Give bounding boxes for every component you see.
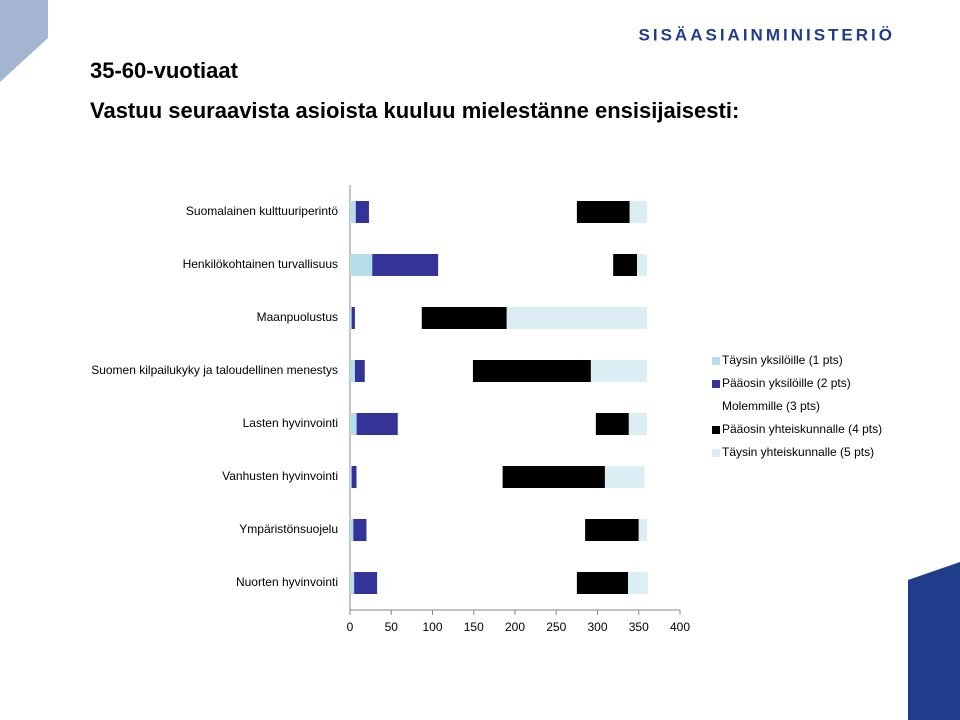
logo: SISÄASIAINMINISTERIÖ [639,25,895,44]
bar-segment [638,519,647,541]
bar-segment [472,360,591,382]
bar-segment [354,307,422,329]
decoration [0,0,48,82]
bar-segment [368,201,577,223]
bar-segment [590,360,647,382]
bar-segment [350,413,357,435]
bar-segment [629,201,647,223]
x-tick-label: 100 [422,620,442,634]
bar-segment [585,519,639,541]
y-tick-label: Vanhusten hyvinvointi [222,469,338,483]
legend-label: Pääosin yhteiskunnalle (4 pts) [722,422,882,436]
x-tick-label: 350 [629,620,649,634]
bar-segment [350,572,355,594]
bar-segment [356,466,503,488]
bar-segment [377,572,577,594]
bar-segment [351,466,357,488]
chart-subtitle: Vastuu seuraavista asioista kuuluu miele… [90,98,739,123]
bar-segment [628,413,647,435]
y-tick-label: Henkilökohtainen turvallisuus [183,257,338,271]
y-tick-label: Suomalainen kulttuuriperintö [186,204,338,218]
y-tick-label: Maanpuolustus [257,310,338,324]
bar-segment [506,307,647,329]
chart-title: 35-60-vuotiaat [90,58,239,83]
bar-segment [397,413,596,435]
bar-segment [351,307,355,329]
y-tick-label: Lasten hyvinvointi [243,416,338,430]
bar-segment [637,254,647,276]
legend-swatch [712,449,720,457]
bar-segment [364,360,473,382]
bar-segment [356,413,398,435]
legend-swatch [712,380,720,388]
bar-segment [354,360,365,382]
x-tick-label: 0 [347,620,354,634]
bar-segment [604,466,645,488]
y-tick-label: Ympäristönsuojelu [239,522,338,536]
bar-segment [421,307,507,329]
x-tick-label: 250 [546,620,566,634]
bar-segment [350,519,354,541]
x-tick-label: 300 [587,620,607,634]
y-tick-label: Suomen kilpailukyky ja taloudellinen men… [91,363,338,377]
x-tick-label: 400 [670,620,690,634]
legend-label: Molemmille (3 pts) [722,399,820,413]
bar-segment [350,254,373,276]
y-tick-label: Nuorten hyvinvointi [236,575,338,589]
bar-segment [355,201,369,223]
bar-segment [372,254,439,276]
bar-segment [628,572,648,594]
legend-swatch [712,426,720,434]
bar-segment [502,466,605,488]
bar-segment [613,254,638,276]
bar-segment [353,519,367,541]
x-tick-label: 50 [385,620,399,634]
x-tick-label: 150 [464,620,484,634]
legend-label: Täysin yksilöille (1 pts) [722,353,843,367]
legend-swatch [712,357,720,365]
legend-label: Täysin yhteiskunnalle (5 pts) [722,445,874,459]
bar-segment [366,519,586,541]
legend-swatch [712,403,720,411]
bar-segment [576,572,629,594]
bar-segment [350,201,356,223]
bar-segment [576,201,630,223]
bar-segment [354,572,378,594]
bar-segment [438,254,614,276]
decoration [908,562,960,720]
x-tick-label: 200 [505,620,525,634]
bar-segment [350,466,352,488]
bar-segment [595,413,629,435]
bar-segment [350,307,352,329]
legend-label: Pääosin yksilöille (2 pts) [722,376,851,390]
bar-segment [350,360,355,382]
